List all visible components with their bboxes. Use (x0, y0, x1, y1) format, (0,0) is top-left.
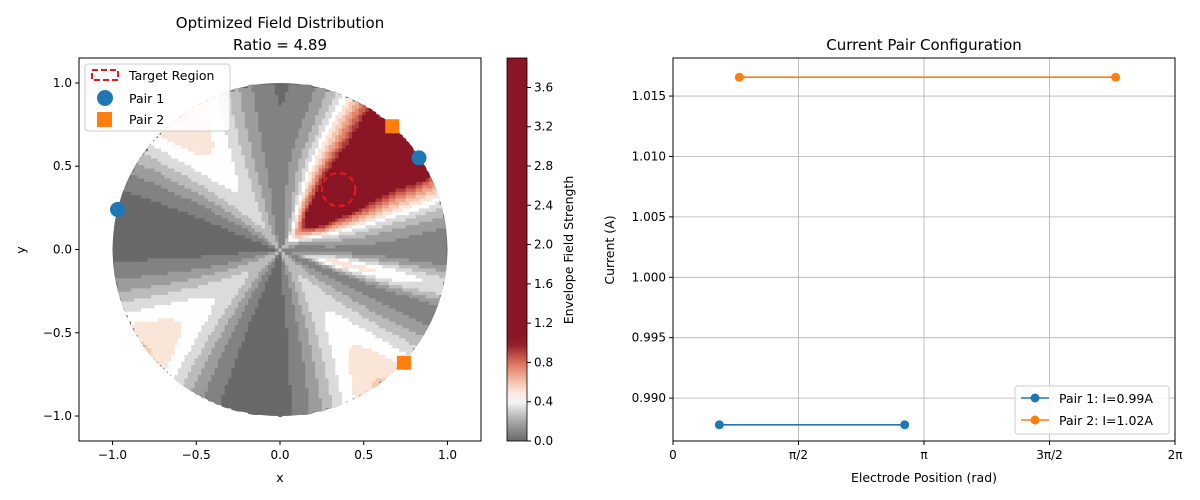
field-xtick-label: −0.5 (182, 448, 211, 462)
colorbar-tick-label: 1.2 (534, 316, 553, 330)
colorbar: 0.0 0.4 0.8 1.2 1.6 2.0 2.4 2.8 3.2 3.6 Envelope … (506, 57, 576, 448)
field-plot-ylabel: y (13, 246, 28, 254)
legend-label-pair-1: Pair 1 (129, 91, 164, 106)
field-plot-ticks: −1.0 −0.5 0.0 0.5 1.0 −1.0 −0.5 0.0 0.5 1.0 (43, 76, 457, 462)
current-xtick-label: π/2 (789, 448, 808, 462)
pair-2-swatch (97, 112, 112, 127)
field-plot-subtitle: Ratio = 4.89 (233, 36, 327, 54)
current-pair-panel: Current Pair Configuration 0 π/2 π 3π/2 2π 0.… (602, 36, 1182, 485)
field-xtick-label: 1.0 (438, 448, 457, 462)
field-ytick-label: −0.5 (43, 326, 72, 340)
colorbar-label: Envelope Field Strength (561, 176, 576, 325)
current-ytick-label: 1.005 (632, 210, 666, 224)
current-plot-grid (672, 58, 1176, 441)
colorbar-frame (506, 57, 528, 442)
colorbar-tick-label: 3.6 (534, 80, 553, 94)
field-plot-title: Optimized Field Distribution (176, 14, 384, 32)
electrode-marker-pair-2 (396, 355, 411, 370)
colorbar-tick-label: 0.4 (534, 395, 553, 409)
field-ytick-label: −1.0 (43, 409, 72, 423)
current-ytick-label: 1.015 (632, 89, 666, 103)
legend-label-target-region: Target Region (128, 68, 214, 83)
field-ytick-label: 0.0 (53, 243, 72, 257)
electrode-marker-pair-1 (110, 202, 126, 218)
current-xtick-label: π (920, 448, 927, 462)
colorbar-tick-label: 2.0 (534, 238, 553, 252)
legend-label-pair-2: Pair 2 (129, 112, 164, 127)
electrode-marker-pair-2 (385, 119, 400, 134)
current-xtick-label: 3π/2 (1036, 448, 1063, 462)
electrode-marker-pair-1 (411, 150, 427, 166)
current-point-pair-2 (734, 72, 744, 82)
current-point-pair-1 (900, 420, 910, 430)
current-point-pair-1 (714, 420, 724, 430)
colorbar-tick-label: 2.8 (534, 159, 553, 173)
current-plot-ylabel: Current (A) (602, 215, 617, 284)
current-xtick-label: 2π (1168, 448, 1183, 462)
current-plot-legend: Pair 1: I=0.99A Pair 2: I=1.02A (1014, 385, 1170, 435)
current-point-pair-2 (1111, 72, 1121, 82)
current-ytick-label: 0.990 (632, 391, 666, 405)
legend-box (84, 63, 231, 132)
legend-label-pair-1-current: Pair 1: I=0.99A (1059, 391, 1153, 406)
current-plot-title: Current Pair Configuration (826, 36, 1022, 54)
pair-2-marker-swatch (1030, 415, 1040, 425)
current-plot-series (714, 72, 1121, 430)
current-ytick-label: 0.995 (632, 331, 666, 345)
legend-box (1014, 385, 1170, 435)
colorbar-tick-label: 3.2 (534, 120, 553, 134)
target-region-swatch (91, 69, 119, 81)
colorbar-gradient (507, 58, 527, 441)
field-ytick-label: 1.0 (53, 76, 72, 90)
electrode-markers (110, 119, 427, 370)
colorbar-tick-label: 1.6 (534, 277, 553, 291)
field-plot-legend: Target Region Pair 1 Pair 2 (84, 63, 231, 132)
colorbar-tick-label: 0.0 (534, 434, 553, 448)
colorbar-tick-label: 0.8 (534, 355, 553, 369)
current-ytick-label: 1.000 (632, 270, 666, 284)
field-xtick-label: 0.5 (354, 448, 373, 462)
current-plot-xlabel: Electrode Position (rad) (851, 470, 997, 485)
colorbar-tick-label: 2.4 (534, 198, 553, 212)
field-plot-xlabel: x (276, 470, 283, 485)
pair-1-marker-swatch (1030, 393, 1040, 403)
current-xtick-label: 0 (669, 448, 677, 462)
pair-1-swatch (97, 90, 113, 106)
field-xtick-label: 0.0 (270, 448, 289, 462)
field-xtick-label: −1.0 (98, 448, 127, 462)
field-ytick-label: 0.5 (53, 159, 72, 173)
current-plot-ticks: 0 π/2 π 3π/2 2π 0.990 0.995 1.000 1.005 1.010 1.01… (632, 89, 1183, 462)
field-plot-area (110, 82, 448, 417)
field-heatmap (112, 82, 448, 417)
current-ytick-label: 1.010 (632, 149, 666, 163)
legend-label-pair-2-current: Pair 2: I=1.02A (1059, 413, 1153, 428)
target-region-marker (320, 171, 357, 208)
field-distribution-panel: Optimized Field Distribution Ratio = 4.8… (13, 14, 576, 485)
target-region-circle (320, 171, 357, 208)
colorbar-ticks: 0.0 0.4 0.8 1.2 1.6 2.0 2.4 2.8 3.2 3.6 (527, 80, 553, 448)
